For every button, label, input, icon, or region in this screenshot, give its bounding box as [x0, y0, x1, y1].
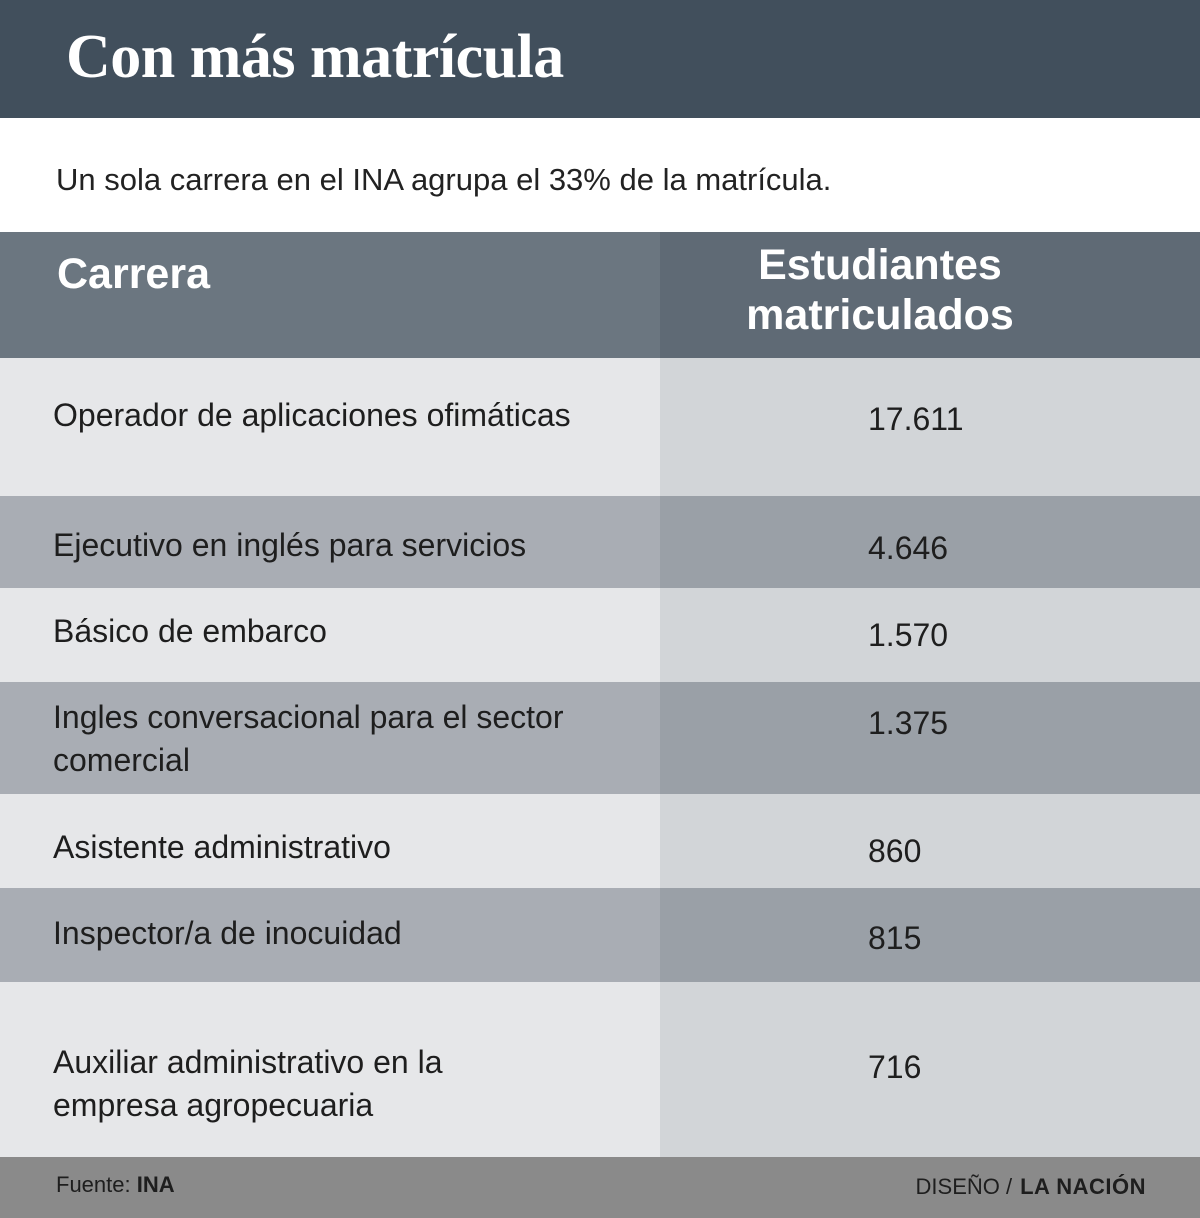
row-cell-carrera-bg [0, 588, 660, 682]
chart-title: Con más matrícula [66, 23, 564, 91]
design-label: DISEÑO / [915, 1174, 1013, 1199]
brand-name: LA NACIÓN [1020, 1174, 1146, 1199]
row-cell-estudiantes-bg [660, 982, 1200, 1157]
table-row [0, 588, 1200, 682]
carrera-label: Auxiliar administrativo en la empresa ag… [53, 1044, 443, 1123]
estudiantes-value: 4.646 [868, 530, 949, 566]
header-cell-estudiantes-bg [660, 232, 1200, 358]
carrera-label: Ingles conversacional para el sector com… [53, 699, 564, 778]
header-cell-carrera-bg [0, 232, 660, 358]
row-cell-estudiantes-bg [660, 358, 1200, 496]
estudiantes-value: 716 [868, 1049, 922, 1085]
column-header-estudiantes: Estudiantes matriculados [746, 241, 1014, 339]
estudiantes-value: 1.570 [868, 617, 949, 653]
row-cell-carrera-bg [0, 682, 660, 794]
row-cell-estudiantes-bg [660, 888, 1200, 982]
row-cell-carrera-bg [0, 794, 660, 888]
row-cell-estudiantes-bg [660, 682, 1200, 794]
title-bar [0, 0, 1200, 118]
table-row [0, 794, 1200, 888]
estudiantes-value: 815 [868, 920, 922, 956]
carrera-label: Ejecutivo en inglés para servicios [53, 527, 527, 563]
table-row [0, 888, 1200, 982]
carrera-label: Básico de embarco [53, 613, 327, 649]
source-name: INA [136, 1172, 175, 1197]
footer-bar [0, 1157, 1200, 1218]
estudiantes-value: 17.611 [868, 401, 964, 437]
row-cell-estudiantes-bg [660, 794, 1200, 888]
row-cell-carrera-bg [0, 888, 660, 982]
carrera-label: Asistente administrativo [53, 829, 391, 865]
source-note: Fuente: INA [56, 1172, 175, 1198]
estudiantes-value: 860 [868, 833, 922, 869]
chart-subtitle: Un sola carrera en el INA agrupa el 33% … [56, 162, 832, 197]
row-cell-carrera-bg [0, 358, 660, 496]
row-cell-carrera-bg [0, 982, 660, 1157]
table-row [0, 496, 1200, 588]
table-row [0, 682, 1200, 794]
row-cell-estudiantes-bg [660, 588, 1200, 682]
carrera-label: Inspector/a de inocuidad [53, 915, 402, 951]
estudiantes-value: 1.375 [868, 705, 949, 741]
table-row [0, 982, 1200, 1157]
carrera-label: Operador de aplicaciones ofimáticas [53, 397, 571, 433]
design-credit: DISEÑO / LA NACIÓN [916, 1174, 1146, 1200]
table-row [0, 358, 1200, 496]
row-cell-estudiantes-bg [660, 496, 1200, 588]
row-cell-carrera-bg [0, 496, 660, 588]
source-label: Fuente: [56, 1172, 131, 1197]
column-header-carrera: Carrera [57, 250, 210, 298]
